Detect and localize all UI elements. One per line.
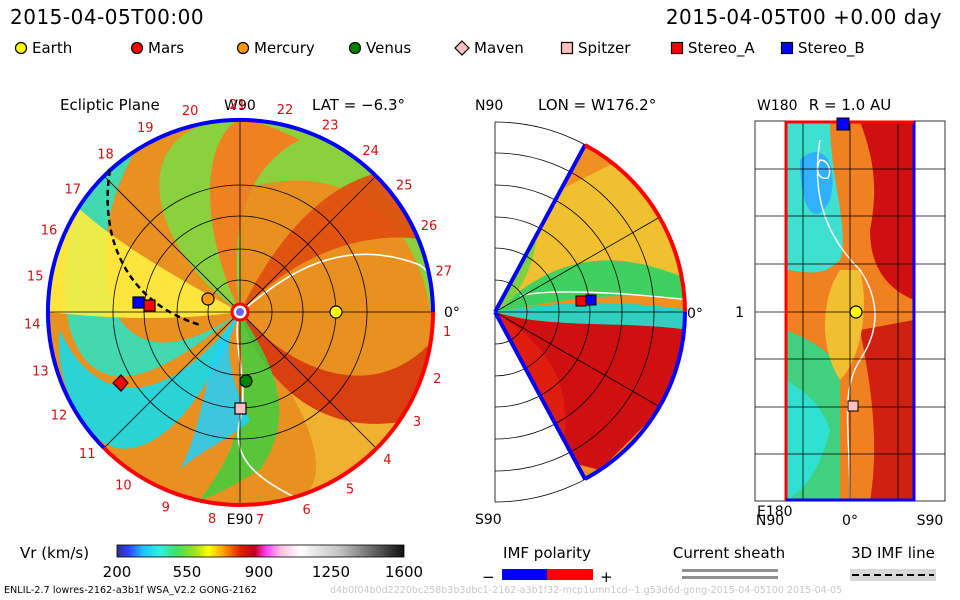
colorbar-tick: 1250: [312, 563, 350, 581]
legend: Earth Mars Mercury Venus Maven Spitzer S…: [14, 38, 890, 58]
current-sheath-title: Current sheath: [673, 544, 785, 562]
meridional-lon: LON = W176.2°: [538, 96, 656, 114]
carrington-tick-27: 27: [436, 265, 453, 280]
carrington-tick-11: 11: [79, 447, 96, 462]
legend-venus: Venus: [348, 38, 454, 58]
radial-middle-label: 1: [735, 305, 744, 321]
maven-marker-icon: [454, 40, 470, 56]
meridional-top-label: N90: [475, 98, 503, 114]
radial-spitzer-marker: [847, 400, 859, 412]
radial-panel: W180 R = 1.0 AU E180 1 N90 0° S90: [735, 96, 946, 529]
venus-marker-icon: [348, 41, 362, 55]
carrington-tick-16: 16: [41, 224, 58, 239]
radial-r-label: R = 1.0 AU: [809, 96, 891, 114]
carrington-tick-23: 23: [322, 119, 339, 134]
carrington-tick-13: 13: [32, 364, 49, 379]
meridional-panel: N90 LON = W176.2° S90 0°: [475, 96, 703, 528]
colorbar-tick: 1600: [385, 563, 423, 581]
carrington-tick-19: 19: [137, 121, 154, 136]
mars-marker-icon: [130, 41, 144, 55]
venus-marker: [239, 374, 253, 388]
carrington-tick-20: 20: [182, 104, 199, 119]
radial-bottom-label: E180: [757, 504, 793, 520]
carrington-tick-24: 24: [362, 144, 379, 159]
ecliptic-bottom-label: E90: [227, 512, 254, 528]
elapsed-label: 2015-04-05T00 +0.00 day: [665, 5, 942, 29]
stereo-b-marker: [132, 296, 145, 309]
velocity-colorbar: Vr (km/s) 200 550 900 1250 1600: [20, 544, 423, 581]
ecliptic-panel: Ecliptic Plane LAT = −6.3° W90 E90 0°: [24, 96, 460, 528]
carrington-tick-8: 8: [208, 512, 216, 527]
carrington-tick-17: 17: [65, 182, 82, 197]
ecliptic-title: Ecliptic Plane: [60, 96, 160, 114]
radial-x-mid: 0°: [842, 513, 858, 529]
mars-marker: [112, 374, 129, 392]
run-id-footer: d4b0f04b0d2220bc258b3b3dbc1-2162-a3b1f32…: [330, 585, 843, 596]
imf-plus: +: [600, 568, 613, 586]
radial-top-label: W180: [757, 98, 798, 114]
radial-earth-marker: [849, 305, 863, 319]
mercury-marker-icon: [236, 41, 250, 55]
legend-stereo-a: Stereo_A: [670, 38, 780, 58]
carrington-tick-26: 26: [421, 219, 438, 234]
stereo-a-marker: [143, 299, 156, 312]
legend-stereo-b: Stereo_B: [780, 38, 890, 58]
imf3d-legend: 3D IMF line: [850, 544, 936, 581]
colorbar-tick: 550: [173, 563, 202, 581]
earth-marker: [329, 305, 343, 319]
ecliptic-top-label: W90: [224, 98, 256, 114]
meridional-stereo-a-marker: [575, 295, 587, 307]
legend-maven: Maven: [454, 38, 560, 58]
datetime-label: 2015-04-05T00:00: [10, 5, 205, 29]
stereo-a-marker-icon: [670, 41, 684, 55]
stereo-b-marker-icon: [780, 41, 794, 55]
radial-stereo-b-marker: [836, 117, 850, 131]
colorbar-tick: 200: [103, 563, 132, 581]
radial-x-left: N90: [756, 513, 784, 529]
imf-minus: −: [482, 568, 495, 586]
model-info-footer: ENLIL-2.7 lowres-2162-a3b1f WSA_V2.2 GON…: [4, 585, 257, 596]
legend-mercury: Mercury: [236, 38, 348, 58]
spitzer-marker-icon: [560, 41, 574, 55]
meridional-stereo-b-marker: [585, 294, 597, 306]
carrington-tick-15: 15: [27, 270, 44, 285]
carrington-tick-6: 6: [303, 503, 311, 518]
carrington-tick-10: 10: [115, 478, 132, 493]
carrington-tick-21: 21: [229, 98, 246, 113]
carrington-tick-5: 5: [346, 483, 354, 498]
carrington-tick-25: 25: [396, 178, 413, 193]
colorbar-label: Vr (km/s): [20, 544, 89, 562]
carrington-tick-18: 18: [97, 147, 114, 162]
carrington-tick-1: 1: [443, 325, 451, 340]
mercury-marker: [201, 292, 215, 306]
carrington-tick-2: 2: [433, 372, 441, 387]
legend-mars: Mars: [130, 38, 236, 58]
radial-x-right: S90: [917, 513, 944, 529]
earth-marker-icon: [14, 41, 28, 55]
imf3d-title: 3D IMF line: [851, 544, 935, 562]
imf-polarity-legend: IMF polarity − +: [482, 544, 613, 586]
carrington-tick-12: 12: [51, 408, 68, 423]
carrington-tick-22: 22: [277, 103, 294, 118]
imf-polarity-title: IMF polarity: [503, 544, 591, 562]
current-sheath-legend: Current sheath: [673, 544, 785, 579]
meridional-right-label: 0°: [687, 306, 703, 322]
carrington-tick-14: 14: [24, 317, 41, 332]
spitzer-marker: [234, 402, 247, 415]
legend-spitzer: Spitzer: [560, 38, 670, 58]
carrington-tick-7: 7: [256, 513, 264, 528]
carrington-tick-9: 9: [162, 500, 170, 515]
carrington-tick-3: 3: [413, 415, 421, 430]
legend-earth: Earth: [14, 38, 130, 58]
carrington-tick-4: 4: [383, 453, 391, 468]
ecliptic-lat: LAT = −6.3°: [312, 96, 405, 114]
ecliptic-right-label: 0°: [444, 305, 460, 321]
colorbar-tick: 900: [245, 563, 274, 581]
meridional-bottom-label: S90: [475, 512, 502, 528]
